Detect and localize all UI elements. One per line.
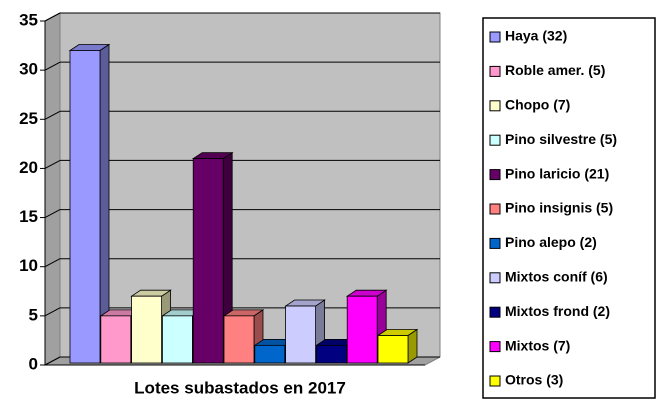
legend-swatch bbox=[489, 203, 501, 215]
legend-label: Chopo (7) bbox=[505, 97, 570, 113]
legend-label: Pino silvestre (5) bbox=[505, 131, 617, 147]
legend-label: Otros (3) bbox=[505, 372, 563, 388]
bar bbox=[69, 50, 101, 364]
legend-swatch bbox=[489, 306, 501, 318]
legend-swatch bbox=[489, 237, 501, 249]
grid-line-side bbox=[44, 110, 61, 120]
bar bbox=[315, 344, 347, 364]
legend-swatch bbox=[489, 31, 501, 43]
legend-label: Mixtos (7) bbox=[505, 337, 570, 353]
legend-swatch bbox=[489, 65, 501, 77]
grid-line-side bbox=[44, 61, 61, 71]
bar bbox=[131, 295, 163, 364]
y-tick-label: 20 bbox=[19, 158, 38, 177]
legend-swatch bbox=[489, 375, 501, 387]
bar bbox=[223, 315, 255, 364]
grid-line-side bbox=[44, 307, 61, 317]
legend-label: Mixtos coníf (6) bbox=[505, 269, 608, 285]
grid-line-side bbox=[44, 159, 61, 169]
legend-swatch bbox=[489, 134, 501, 146]
legend-label: Mixtos frond (2) bbox=[505, 303, 610, 319]
legend-swatch bbox=[489, 341, 501, 353]
bar bbox=[100, 315, 132, 364]
y-tick-label: 5 bbox=[29, 305, 38, 324]
legend-label: Pino alepo (2) bbox=[505, 234, 597, 250]
legend-swatch bbox=[489, 169, 501, 181]
y-tick-label: 30 bbox=[19, 60, 38, 79]
bar bbox=[192, 158, 224, 364]
bar bbox=[254, 344, 286, 364]
legend-label: Roble amer. (5) bbox=[505, 62, 605, 78]
y-tick-label: 15 bbox=[19, 207, 38, 226]
legend-label: Pino insignis (5) bbox=[505, 200, 613, 216]
grid-line-side bbox=[44, 209, 61, 219]
y-tick-label: 10 bbox=[19, 256, 38, 275]
bar bbox=[346, 295, 378, 364]
legend-box bbox=[482, 17, 656, 399]
bar bbox=[285, 305, 317, 364]
legend-swatch bbox=[489, 100, 501, 112]
y-tick-label: 25 bbox=[19, 109, 38, 128]
grid-line-side bbox=[44, 258, 61, 268]
legend-label: Haya (32) bbox=[505, 28, 567, 44]
y-tick-label: 0 bbox=[29, 354, 38, 373]
grid-line-side bbox=[44, 12, 61, 22]
legend-swatch bbox=[489, 272, 501, 284]
x-axis-label: Lotes subastados en 2017 bbox=[134, 378, 346, 397]
bar bbox=[161, 315, 193, 364]
grid-line-side bbox=[44, 356, 61, 366]
legend-label: Pino laricio (21) bbox=[505, 165, 609, 181]
bar bbox=[377, 335, 409, 364]
y-tick-label: 35 bbox=[19, 10, 38, 29]
